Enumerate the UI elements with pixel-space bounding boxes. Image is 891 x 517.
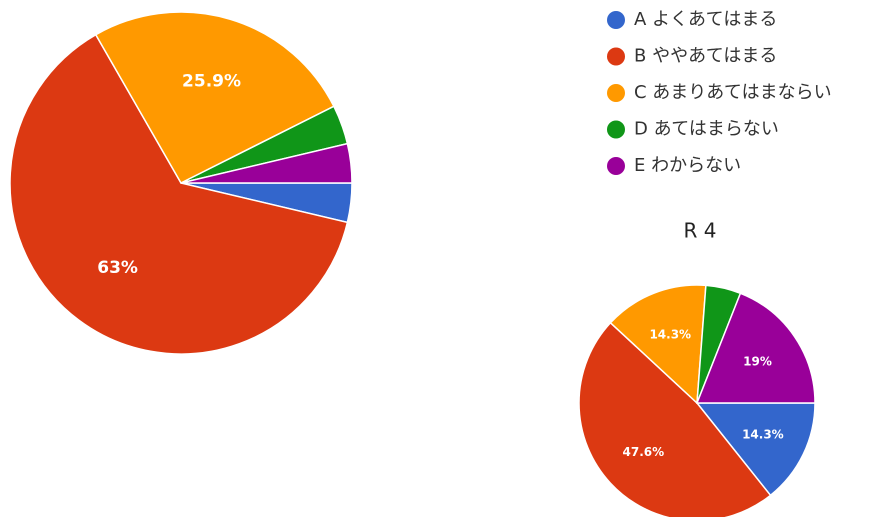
pie-slice	[695, 402, 816, 497]
pie-slice	[578, 321, 772, 517]
chart-title: R 4	[684, 219, 717, 243]
legend-swatch	[607, 120, 625, 139]
slice-label: 63%	[97, 258, 138, 278]
legend-label: E わからない	[634, 155, 741, 176]
legend-swatch	[607, 11, 625, 29]
slice-label: 19%	[743, 354, 772, 368]
slice-label: 14.3%	[649, 327, 691, 341]
pie-slice	[94, 11, 335, 184]
pie-slice	[9, 33, 349, 355]
legend-swatch	[607, 84, 625, 102]
pie-slice	[695, 292, 816, 404]
legend-label: B ややあてはまる	[634, 46, 777, 67]
slice-label: 47.6%	[623, 445, 665, 459]
pie-slice	[609, 284, 707, 405]
legend-label: C あまりあてはまならい	[634, 82, 832, 103]
slice-label: 25.9%	[182, 71, 241, 91]
legend-swatch	[607, 47, 625, 66]
legend-label: D あてはまらない	[634, 119, 779, 140]
legend-label: A よくあてはまる	[634, 9, 777, 30]
legend-swatch	[607, 157, 625, 175]
slice-label: 14.3%	[742, 427, 784, 441]
pie-slice	[180, 142, 353, 184]
